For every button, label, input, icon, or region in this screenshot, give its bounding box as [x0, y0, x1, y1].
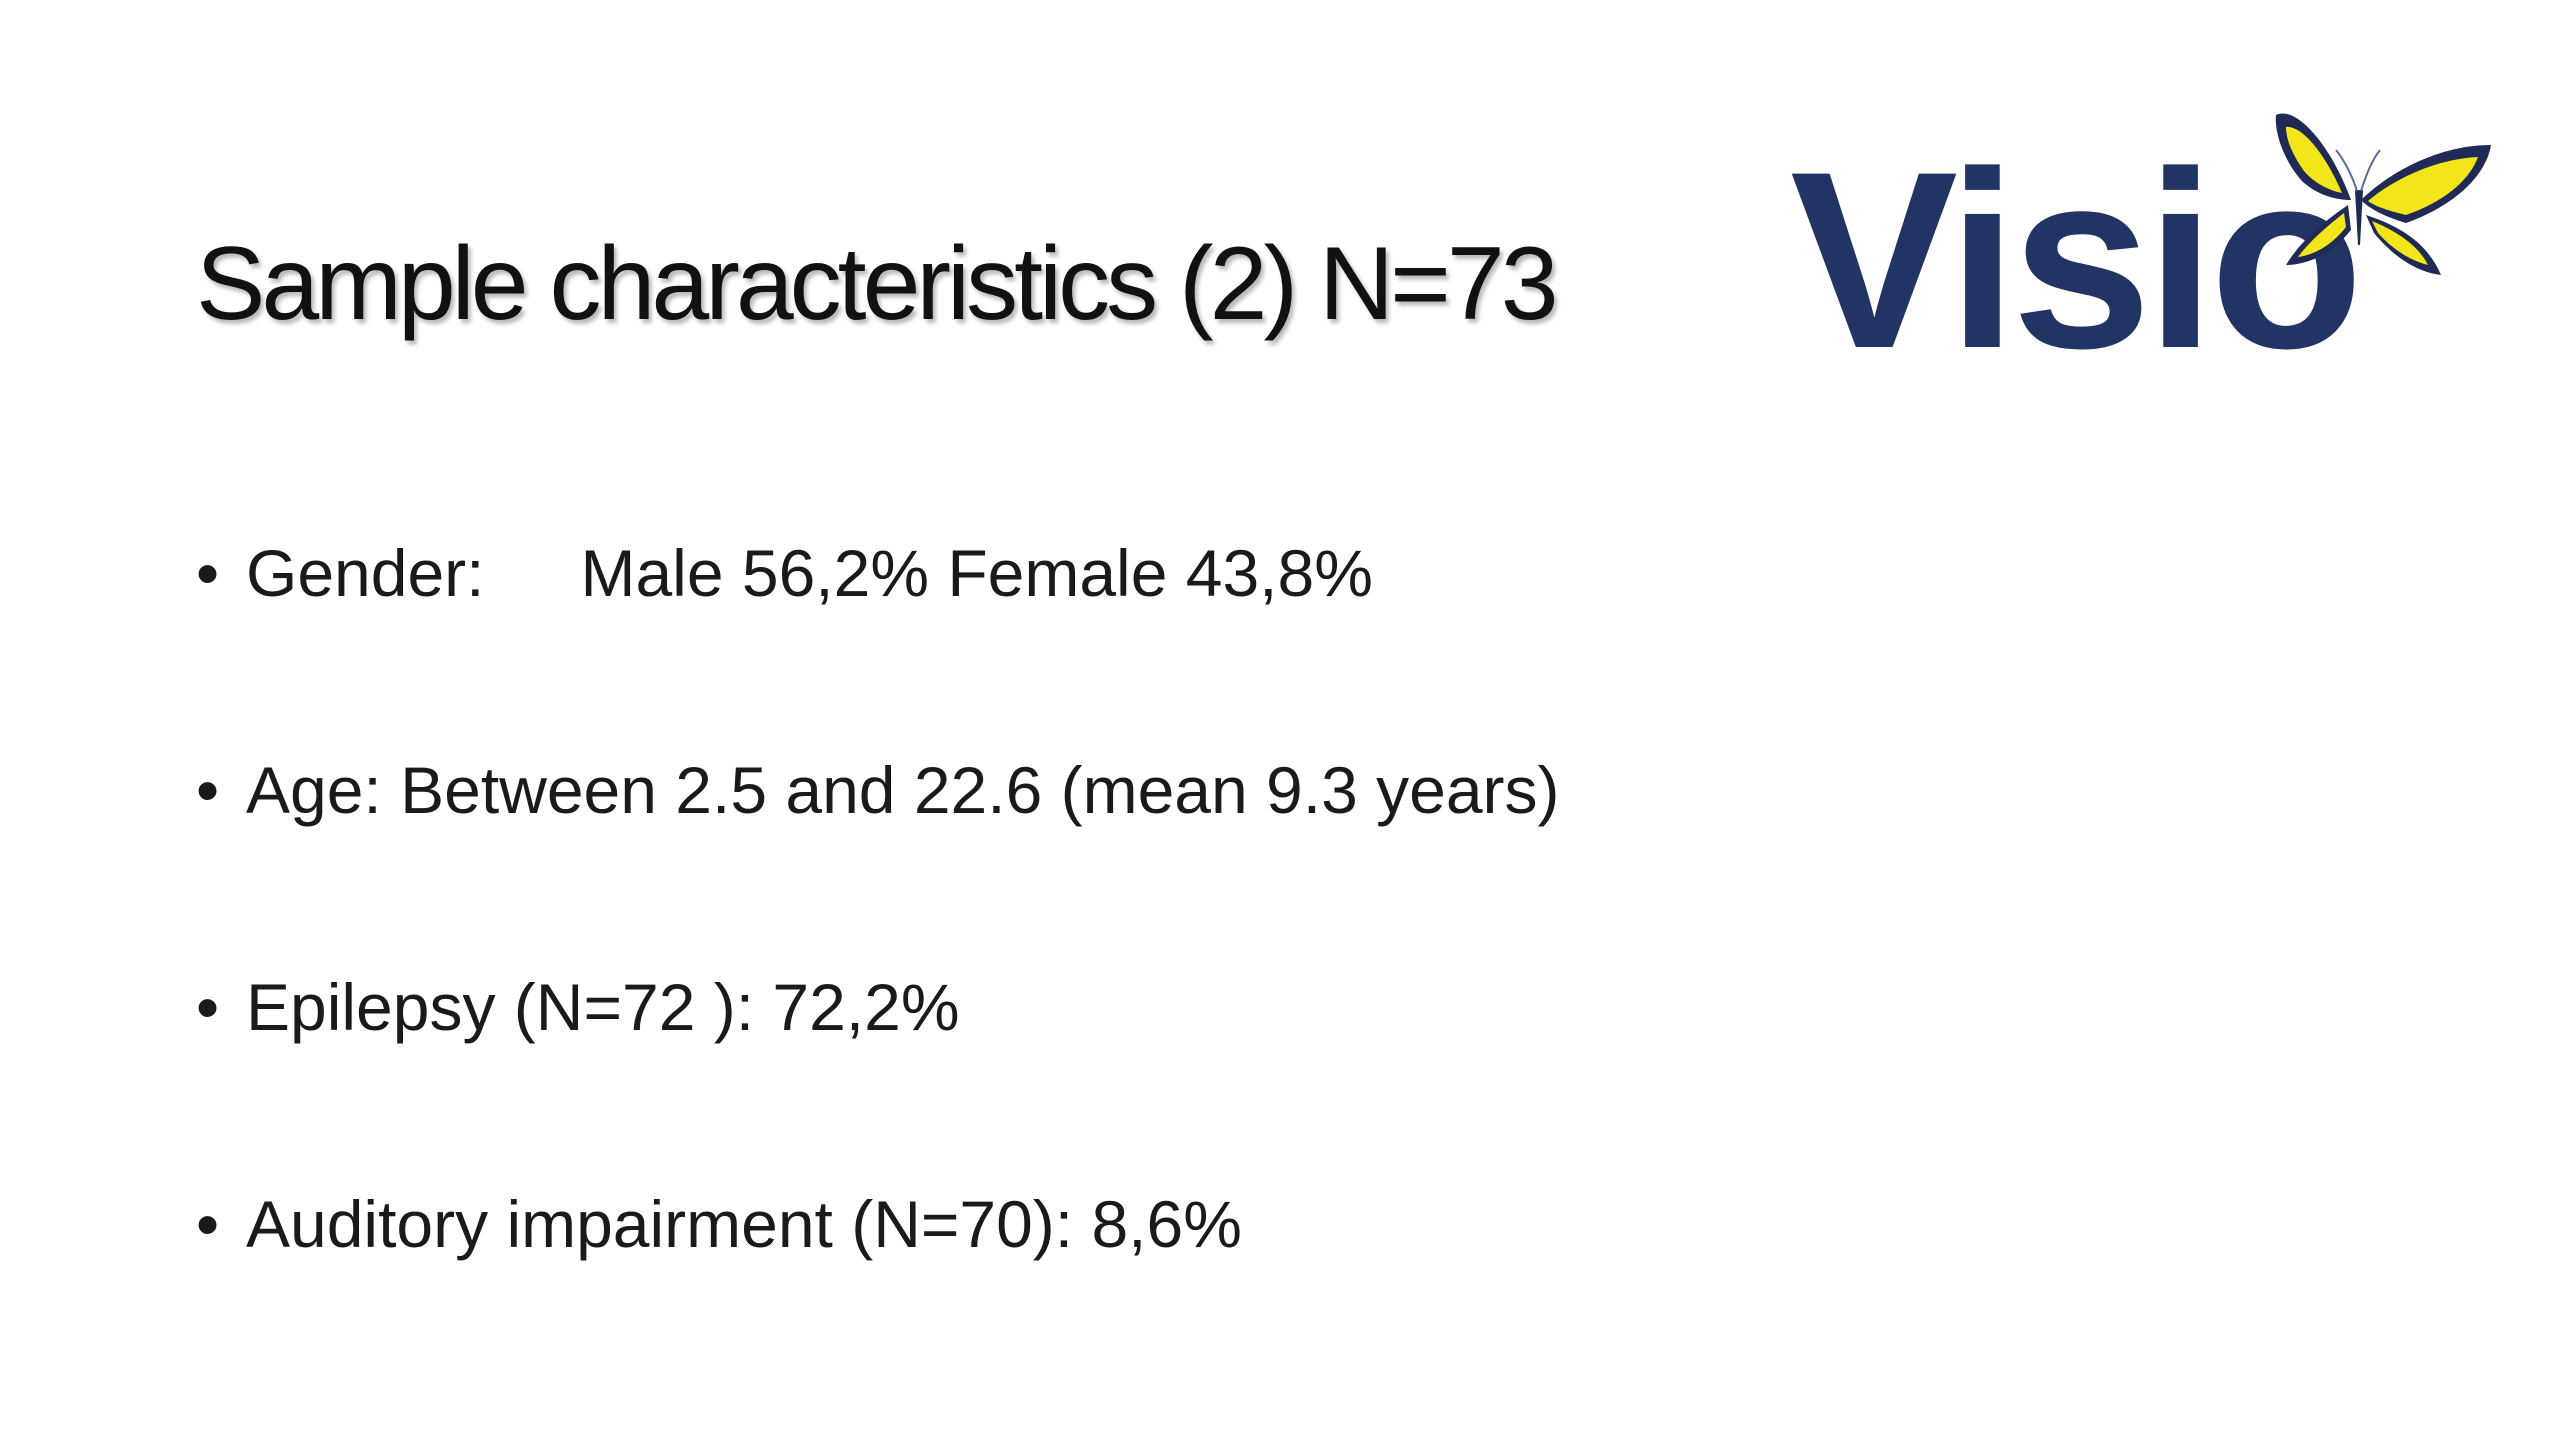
bullet-list: • Gender: Male 56,2% Female 43,8% • Age: … [196, 540, 1560, 1408]
bullet-symbol: • [196, 753, 220, 827]
bullet-age: • Age: Between 2.5 and 22.6 (mean 9.3 ye… [196, 757, 1560, 974]
logo-wordmark: Visio [1790, 120, 2364, 401]
bullet-auditory: • Auditory impairment (N=70): 8,6% [196, 1191, 1560, 1408]
bullet-epilepsy: • Epilepsy (N=72 ): 72,2% [196, 974, 1560, 1191]
butterfly-icon [2275, 113, 2491, 275]
auditory-text: Auditory impairment (N=70): 8,6% [246, 1187, 1242, 1261]
bullet-gender: • Gender: Male 56,2% Female 43,8% [196, 540, 1560, 757]
bullet-symbol: • [196, 536, 220, 610]
epilepsy-text: Epilepsy (N=72 ): 72,2% [246, 970, 960, 1044]
bullet-symbol: • [196, 1187, 220, 1261]
slide-title: Sample characteristics (2) N=73 [196, 226, 1559, 342]
gender-value: Male 56,2% Female 43,8% [580, 536, 1373, 610]
visio-logo: Visio [1790, 105, 2510, 387]
gender-label: Gender: [246, 536, 485, 610]
bullet-symbol: • [196, 970, 220, 1044]
age-text: Age: Between 2.5 and 22.6 (mean 9.3 year… [246, 753, 1560, 827]
